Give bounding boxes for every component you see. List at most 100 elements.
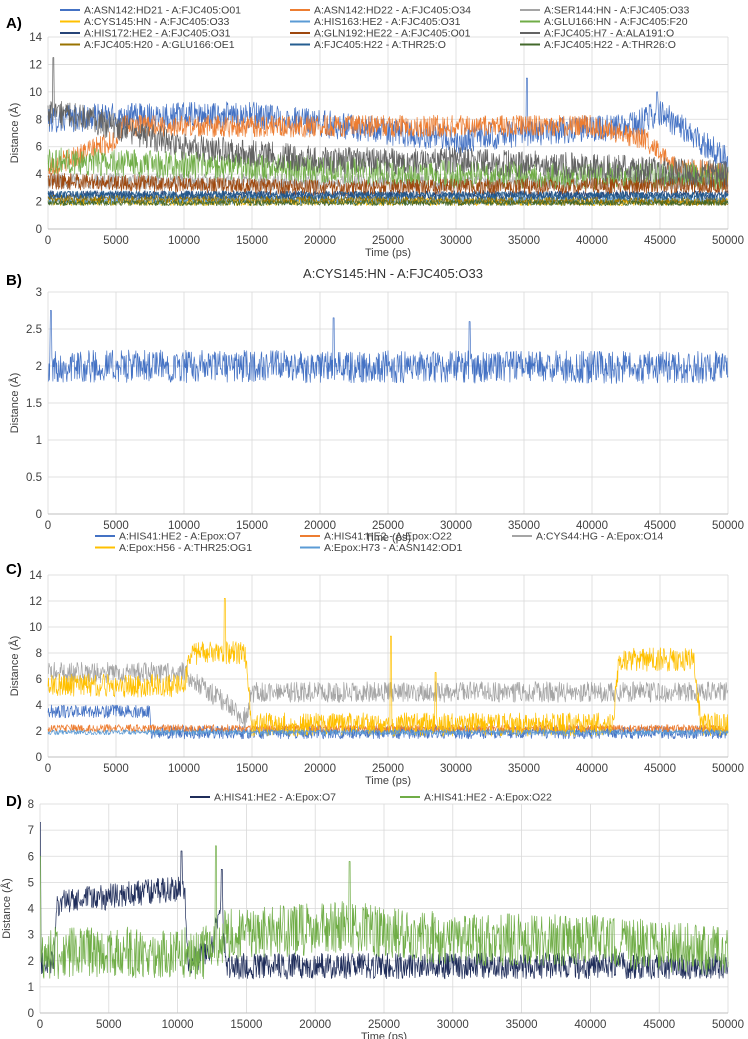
legend: A:ASN142:HD21 - A:FJC405:O01 A:ASN142:HD2… [60,5,689,51]
x-tick-label: 30000 [437,1019,469,1031]
x-tick-label: 10000 [162,1019,194,1031]
legend-label: A:GLN192:HE22 - A:FJC405:O01 [314,28,471,40]
y-axis-label: Distance (Å) [8,103,21,164]
x-tick-label: 20000 [304,520,336,532]
x-tick-label: 30000 [440,235,472,247]
legend-label: A:FJC405:H22 - A:THR26:O [544,39,676,51]
x-tick-label: 5000 [103,763,129,775]
x-tick-label: 20000 [299,1019,331,1031]
x-tick-label: 10000 [168,763,200,775]
x-tick-label: 40000 [576,763,608,775]
panel-c: C) 0 2 4 6 8 10 12 14 0 5000 10000 15000 20000 25000 3… [6,531,744,788]
y-tick-label: 4 [36,169,43,181]
legend-label: A:Epox:H56 - A:THR25:OG1 [119,542,252,554]
legend-label: A:CYS145:HN - A:FJC405:O33 [84,16,229,28]
y-tick-label: 12 [29,59,42,71]
x-tick-label: 40000 [576,235,608,247]
panel-label: C) [6,561,22,578]
y-tick-label: 0.5 [26,472,42,484]
series-line [47,598,729,737]
legend: A:HIS41:HE2 - A:Epox:O7 A:HIS41:HE2 - A:E… [95,531,663,554]
x-tick-label: 45000 [644,520,676,532]
y-tick-label: 6 [36,674,42,686]
x-tick-label: 0 [45,235,51,247]
x-tick-label: 15000 [230,1019,262,1031]
y-tick-label: 0 [28,1008,34,1020]
y-tick-label: 2 [36,726,42,738]
y-tick-label: 8 [36,648,42,660]
x-tick-label: 0 [37,1019,43,1031]
y-axis-label: Distance (Å) [0,878,13,939]
legend-label: A:HIS41:HE2 - A:Epox:O7 [214,792,336,804]
panel-label: D) [6,793,22,810]
chart-title: A:CYS145:HN - A:FJC405:O33 [303,266,483,281]
x-axis-label: Time (ps) [365,775,411,787]
y-tick-label: 8 [28,799,34,811]
legend-label: A:HIS41:HE2 - A:Epox:O22 [324,531,452,543]
series-line [40,821,729,980]
x-tick-label: 45000 [644,235,676,247]
x-axis-label: Time (ps) [365,247,411,259]
series-line [47,147,729,190]
y-tick-label: 14 [29,570,42,582]
series-line [47,57,729,188]
x-tick-label: 20000 [304,235,336,247]
legend-label: A:HIS41:HE2 - A:Epox:O22 [424,792,552,804]
y-tick-label: 2 [36,361,42,373]
y-tick-label: 1.5 [26,398,42,410]
x-tick-label: 25000 [372,763,404,775]
legend-label: A:FJC405:H22 - A:THR25:O [314,39,446,51]
legend-label: A:SER144:HN - A:FJC405:O33 [544,5,689,17]
y-tick-label: 14 [29,32,42,44]
x-tick-label: 30000 [440,520,472,532]
y-tick-label: 8 [36,114,42,126]
legend-label: A:HIS172:HE2 - A:FJC405:O31 [84,28,231,40]
y-tick-label: 0 [36,752,42,764]
x-tick-label: 15000 [236,235,268,247]
y-tick-label: 3 [28,930,34,942]
y-tick-label: 10 [29,622,42,634]
x-axis-label: Time (ps) [361,1031,407,1039]
y-tick-label: 4 [28,904,35,916]
y-tick-label: 2 [28,956,34,968]
y-tick-label: 6 [28,851,34,863]
y-tick-label: 5 [28,877,34,889]
x-tick-label: 15000 [236,763,268,775]
x-tick-label: 25000 [372,520,404,532]
legend-label: A:FJC405:H7 - A:ALA191:O [544,28,674,40]
x-tick-label: 5000 [103,520,129,532]
x-tick-label: 40000 [576,520,608,532]
y-axis-label: Distance (Å) [8,373,21,434]
x-tick-label: 50000 [712,763,744,775]
series-line [47,199,729,207]
y-tick-label: 0 [36,224,42,236]
y-tick-label: 2.5 [26,324,42,336]
x-tick-label: 35000 [508,235,540,247]
x-tick-label: 50000 [712,235,744,247]
x-tick-label: 35000 [508,763,540,775]
y-tick-label: 6 [36,142,42,154]
y-tick-label: 1 [28,982,34,994]
legend-label: A:HIS163:HE2 - A:FJC405:O31 [314,16,461,28]
x-tick-label: 10000 [168,235,200,247]
panel-b: B) A:CYS145:HN - A:FJC405:O33 0 0.5 1 1.5 2 2… [6,266,744,544]
legend-label: A:ASN142:HD21 - A:FJC405:O01 [84,5,241,17]
panel-label: A) [6,15,22,32]
y-tick-label: 3 [36,287,42,299]
legend-label: A:FJC405:H20 - A:GLU166:OE1 [84,39,235,51]
x-tick-label: 10000 [168,520,200,532]
legend-label: A:CYS44:HG - A:Epox:O14 [536,531,663,543]
x-tick-label: 40000 [574,1019,606,1031]
panel-d: D) 0 1 2 3 4 5 6 7 8 0 5000 10000 15000 20000 25000 300… [0,792,744,1039]
x-tick-label: 45000 [643,1019,675,1031]
x-tick-label: 5000 [103,235,129,247]
legend-label: A:HIS41:HE2 - A:Epox:O7 [119,531,241,543]
x-tick-label: 50000 [712,520,744,532]
x-tick-label: 0 [45,520,51,532]
x-axis-label: Time (ps) [365,532,411,544]
x-tick-label: 5000 [96,1019,122,1031]
y-tick-label: 2 [36,197,42,209]
y-tick-label: 4 [36,700,43,712]
x-tick-label: 25000 [372,235,404,247]
